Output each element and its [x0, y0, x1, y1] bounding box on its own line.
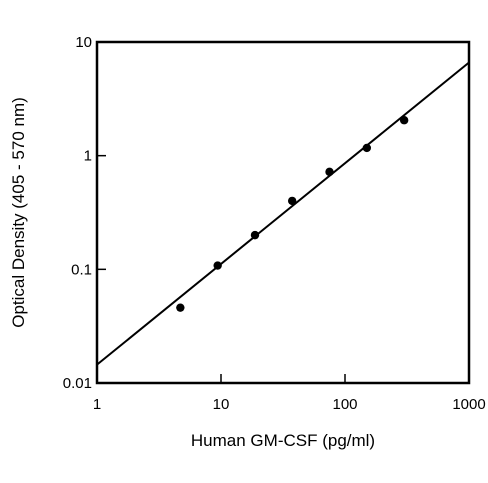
data-points: [176, 116, 409, 312]
data-point: [362, 143, 372, 153]
fit-line: [96, 61, 470, 366]
y-tick-label: 0.01: [63, 375, 92, 392]
data-point: [176, 303, 185, 312]
x-axis-title: Human GM-CSF (pg/ml): [191, 431, 375, 450]
y-tick-label: 10: [75, 34, 92, 51]
x-tick-label: 100: [332, 396, 357, 413]
y-axis-title: Optical Density (405 - 570 nm): [9, 97, 28, 328]
x-tick-label: 1: [93, 396, 101, 413]
plot-area: [95, 40, 471, 385]
data-point: [213, 261, 222, 270]
x-tick-label: 1000: [452, 396, 485, 413]
y-tick-label: 1: [84, 148, 92, 165]
plot-frame: [95, 40, 471, 385]
data-point: [250, 230, 260, 240]
y-tick-label: 0.1: [71, 261, 92, 278]
y-axis: 0.01 0.1 1 10: [63, 34, 106, 392]
data-point: [325, 167, 334, 177]
x-axis: 1 10 100 1000: [93, 374, 486, 413]
x-tick-label: 10: [213, 396, 230, 413]
fit-line-group: [96, 61, 470, 366]
data-point: [287, 196, 297, 206]
data-point: [399, 116, 409, 125]
